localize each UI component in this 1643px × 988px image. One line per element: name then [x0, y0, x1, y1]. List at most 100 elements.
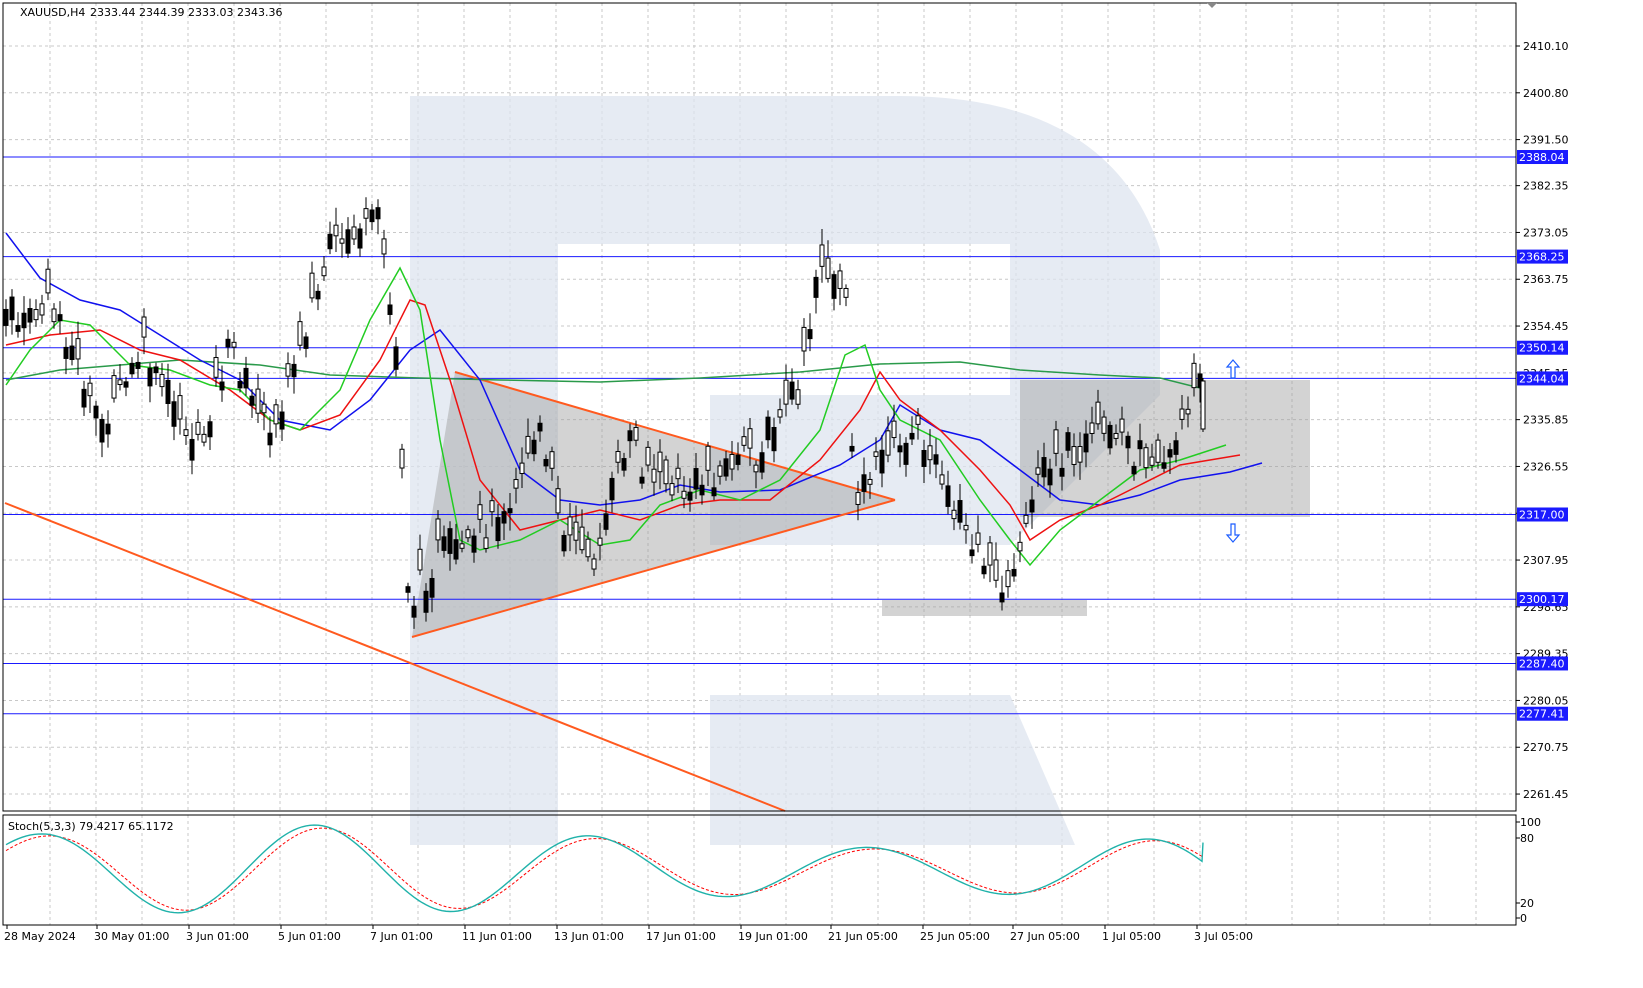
- y-tick-label: 2326.55: [1523, 460, 1569, 473]
- candle-body: [405, 586, 411, 593]
- candle-body: [429, 577, 435, 598]
- chart-frame: [2, 2, 1517, 926]
- candle-body: [243, 367, 249, 389]
- candle-body: [987, 542, 993, 566]
- candle-body: [1161, 462, 1167, 469]
- x-tick-label: 19 Jun 01:00: [738, 930, 808, 943]
- level-badge: [1517, 656, 1568, 671]
- candle-body: [1185, 408, 1191, 415]
- candle-body: [1113, 432, 1119, 439]
- candle-body: [381, 238, 387, 255]
- arrow-up-icon: [1225, 359, 1241, 379]
- candle-body: [603, 513, 609, 530]
- candle-body: [489, 500, 495, 513]
- candle-body: [981, 565, 987, 575]
- level-badge-label: 2277.41: [1519, 708, 1565, 721]
- candle-body: [867, 478, 873, 485]
- candle-body: [1119, 418, 1125, 433]
- y-tick-label: 2410.10: [1523, 40, 1569, 53]
- candle-body: [21, 312, 27, 329]
- candle-body: [861, 474, 867, 492]
- level-badge: [1517, 592, 1568, 607]
- candle-body: [879, 449, 885, 474]
- stoch-y-tick-label: 0: [1520, 912, 1527, 925]
- candle-body: [423, 590, 429, 613]
- candle-body: [933, 454, 939, 465]
- candle-body: [1029, 499, 1035, 513]
- candle-body: [729, 453, 735, 470]
- candle-body: [657, 451, 663, 473]
- signal-arrows: [1225, 359, 1241, 543]
- level-badge-label: 2388.04: [1519, 151, 1565, 164]
- candle-body: [717, 465, 723, 477]
- candle-body: [81, 388, 87, 408]
- candle-body: [849, 445, 855, 452]
- candle-body: [3, 308, 9, 326]
- candle-body: [543, 458, 549, 467]
- candle-body: [51, 308, 57, 323]
- candle-body: [621, 458, 627, 471]
- candle-body: [843, 287, 849, 298]
- candle-body: [525, 435, 531, 454]
- candle-body: [39, 303, 45, 316]
- ohlc-readout: 2333.44 2344.39 2333.03 2343.36: [90, 6, 282, 19]
- candle-body: [591, 558, 597, 570]
- candle-body: [1041, 457, 1047, 478]
- symbol-label: XAUUSD,H4: [20, 6, 85, 19]
- candle-body: [93, 405, 99, 419]
- candle-body: [369, 209, 375, 223]
- candle-body: [627, 430, 633, 442]
- candle-body: [573, 521, 579, 541]
- candle-body: [969, 549, 975, 557]
- candle-body: [15, 325, 21, 332]
- range-zone: [1020, 380, 1310, 517]
- y-tick-label: 2373.05: [1523, 226, 1569, 239]
- candle-body: [453, 539, 459, 560]
- y-tick-label: 2307.95: [1523, 554, 1569, 567]
- candle-body: [225, 338, 231, 348]
- candle-body: [297, 321, 303, 346]
- x-tick-label: 1 Jul 05:00: [1102, 930, 1161, 943]
- candle-body: [693, 468, 699, 490]
- candle-body: [705, 445, 711, 471]
- candle-body: [561, 534, 567, 552]
- candle-body: [165, 379, 171, 404]
- candle-body: [1047, 468, 1053, 486]
- candle-body: [1035, 467, 1041, 475]
- candle-body: [1107, 424, 1113, 449]
- candle-body: [231, 341, 237, 348]
- stoch-y-tick-label: 100: [1520, 816, 1541, 829]
- candle-body: [255, 388, 261, 414]
- candle-body: [321, 266, 327, 277]
- candle-body: [129, 362, 135, 375]
- candle-body: [747, 428, 753, 449]
- y-tick-label: 2382.35: [1523, 180, 1569, 193]
- candle-body: [249, 395, 255, 406]
- candle-body: [351, 226, 357, 240]
- candle-body: [1173, 440, 1179, 455]
- candle-body: [237, 380, 243, 389]
- stoch-main-line: [5, 824, 1204, 914]
- candle-body: [75, 338, 81, 360]
- watermark-logo: [410, 96, 1160, 845]
- x-tick-label: 13 Jun 01:00: [554, 930, 624, 943]
- y-tick-label: 2270.75: [1523, 741, 1569, 754]
- candle-body: [417, 548, 423, 571]
- candle-body: [441, 536, 447, 551]
- candle-body: [633, 427, 639, 441]
- candle-body: [873, 451, 879, 457]
- candle-body: [753, 464, 759, 473]
- y-tick-label: 2391.50: [1523, 134, 1569, 147]
- candle-body: [1017, 541, 1023, 552]
- candle-body: [183, 429, 189, 436]
- candle-body: [579, 526, 585, 551]
- y-tick-label: 2335.85: [1523, 414, 1569, 427]
- candle-body: [651, 468, 657, 483]
- candle-body: [837, 270, 843, 289]
- candle-body: [303, 336, 309, 349]
- candle-body: [567, 516, 573, 536]
- candle-body: [363, 208, 369, 219]
- x-tick-label: 3 Jun 01:00: [186, 930, 249, 943]
- candle-body: [1167, 449, 1173, 458]
